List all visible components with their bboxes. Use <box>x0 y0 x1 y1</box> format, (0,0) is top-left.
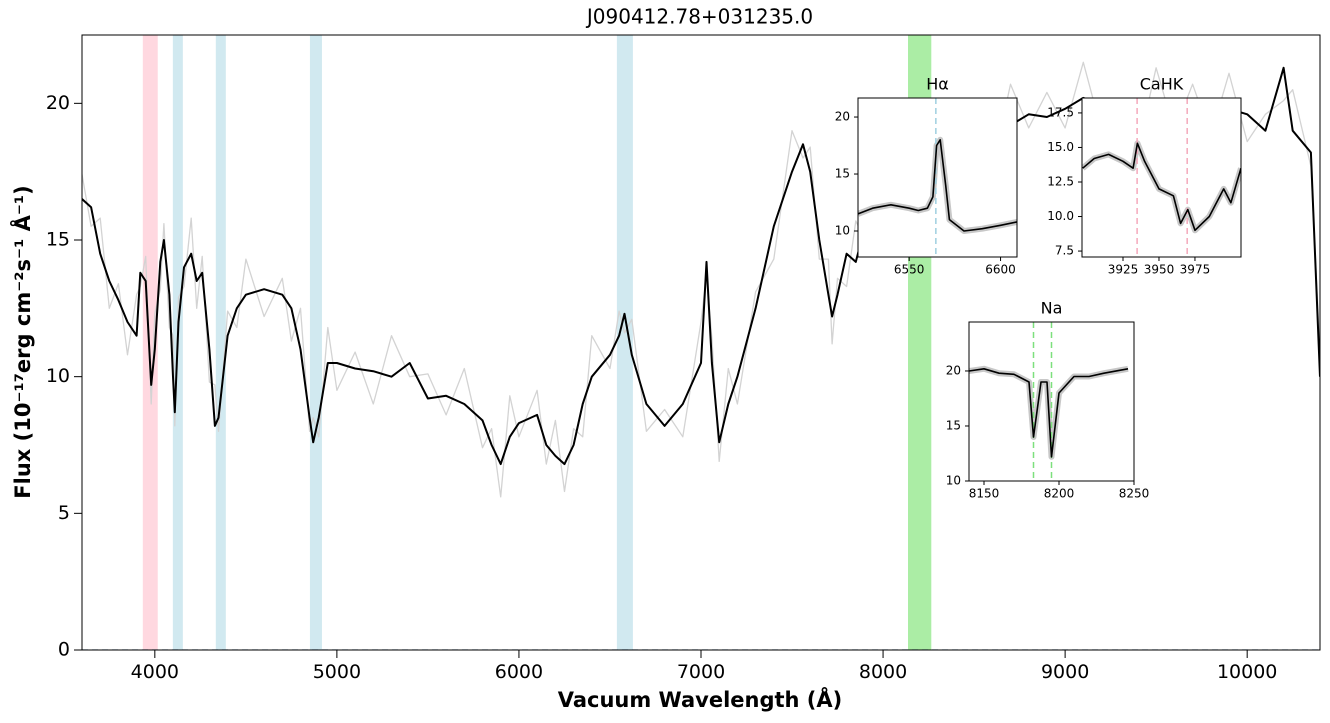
y-tick-label: 7.5 <box>1055 244 1074 258</box>
inset-title: Na <box>1041 299 1063 318</box>
y-tick-label: 0 <box>58 639 70 661</box>
y-tick-label: 12.5 <box>1047 174 1074 188</box>
y-tick-label: 20 <box>946 363 961 377</box>
band <box>215 35 226 650</box>
x-axis-label: Vacuum Wavelength (Å) <box>558 687 843 712</box>
spectrum-line <box>1082 142 1241 232</box>
y-tick-label: 10 <box>46 365 70 387</box>
chart-title: J090412.78+031235.0 <box>585 5 813 29</box>
y-tick-label: 15 <box>46 229 70 251</box>
y-tick-label: 10 <box>835 224 850 238</box>
plot-layer <box>969 322 1129 481</box>
inset-title: Hα <box>926 75 949 94</box>
y-tick-label: 10 <box>946 474 961 488</box>
x-tick-label: 5000 <box>313 661 361 683</box>
x-tick-label: 3925 <box>1108 263 1139 277</box>
y-tick-label: 10.0 <box>1047 209 1074 223</box>
y-tick-label: 15 <box>946 418 961 432</box>
x-tick-label: 8250 <box>1119 487 1150 501</box>
plot-layer <box>858 98 1017 257</box>
x-tick-label: 9000 <box>1041 661 1089 683</box>
x-tick-label: 10000 <box>1217 661 1277 683</box>
y-tick-label: 5 <box>58 502 70 524</box>
x-tick-label: 8000 <box>859 661 907 683</box>
x-tick-label: 6550 <box>894 263 925 277</box>
y-tick-label: 15 <box>835 167 850 181</box>
spectrum-line <box>969 368 1129 458</box>
plot-area <box>1082 98 1241 257</box>
band <box>142 35 158 650</box>
y-axis-label: Flux (10⁻¹⁷erg cm⁻²s⁻¹ Å⁻¹) <box>10 185 35 498</box>
y-tick-label: 17.5 <box>1047 105 1074 119</box>
plot-layer <box>1082 98 1241 257</box>
x-tick-label: 3975 <box>1180 263 1211 277</box>
spectrum-line <box>82 66 1320 466</box>
band <box>309 35 322 650</box>
y-tick-label: 20 <box>835 110 850 124</box>
axes-frame <box>1081 97 1242 258</box>
x-tick-label: 8150 <box>969 487 1000 501</box>
x-tick-label: 6600 <box>985 263 1016 277</box>
spectrum-line <box>858 139 1017 232</box>
x-tick-label: 4000 <box>131 661 179 683</box>
y-tick-label: 15.0 <box>1047 140 1074 154</box>
x-tick-label: 7000 <box>677 661 725 683</box>
y-tick-label: 20 <box>46 92 70 114</box>
axes-frame <box>968 321 1135 482</box>
inset-title: CaHK <box>1140 75 1184 94</box>
axes-frame <box>857 97 1018 258</box>
plot-layer <box>82 35 1320 650</box>
x-tick-label: 8200 <box>1044 487 1075 501</box>
band <box>616 35 633 650</box>
plot-area <box>858 98 1017 257</box>
x-tick-label: 3950 <box>1144 263 1175 277</box>
x-tick-label: 6000 <box>495 661 543 683</box>
